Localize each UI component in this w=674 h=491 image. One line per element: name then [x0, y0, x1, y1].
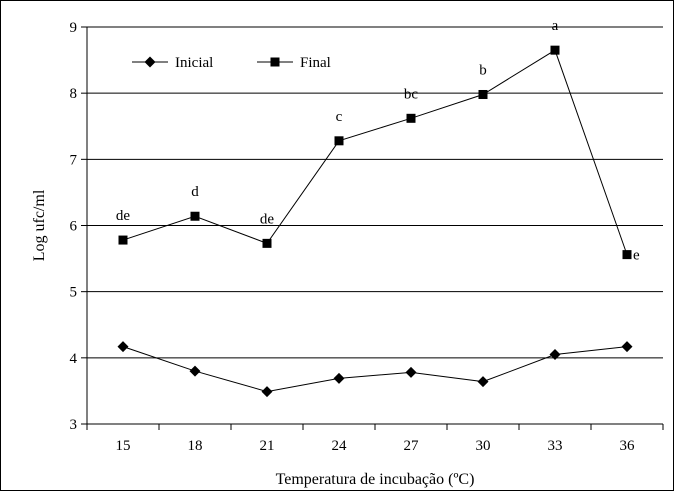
x-axis-title: Temperatura de incubação (ºC) [276, 471, 475, 488]
y-tick-label: 5 [70, 285, 78, 301]
x-tick-label: 24 [332, 438, 348, 454]
point-label: d [191, 184, 199, 200]
y-tick-label: 8 [70, 86, 78, 102]
x-tick-label: 30 [476, 438, 491, 454]
y-axis-title: Log ufc/ml [31, 189, 48, 261]
data-point-square [406, 113, 416, 123]
point-label: a [552, 18, 559, 34]
data-point-square [334, 136, 344, 146]
data-point-diamond [549, 349, 561, 361]
point-label: de [116, 208, 131, 224]
x-axis-ticks: 15 18 21 24 27 30 33 36 [86, 424, 664, 454]
data-point-square [478, 89, 488, 99]
point-label: b [479, 62, 487, 78]
legend: Inicial Final [132, 55, 331, 71]
data-point-diamond [117, 341, 129, 353]
point-label: e [633, 248, 640, 264]
series-lines [122, 49, 628, 393]
series-markers [117, 45, 633, 398]
data-point-square [622, 250, 632, 260]
y-tick-label: 9 [70, 20, 78, 36]
x-tick-label: 33 [548, 438, 563, 454]
x-tick-label: 36 [620, 438, 636, 454]
y-axis-ticks: 3 4 5 6 7 8 9 [70, 20, 87, 433]
x-tick-label: 15 [116, 438, 131, 454]
data-point-square [118, 235, 128, 245]
data-point-diamond [189, 365, 201, 377]
y-tick-label: 7 [70, 152, 78, 168]
point-label: c [336, 109, 343, 125]
x-tick-label: 21 [260, 438, 275, 454]
data-point-diamond [261, 386, 273, 398]
data-point-diamond [333, 372, 345, 384]
point-label: de [260, 211, 275, 227]
data-point-diamond [477, 376, 489, 388]
gridlines [87, 26, 663, 359]
series-line-inicial [122, 346, 628, 393]
y-tick-label: 3 [70, 417, 78, 433]
legend-label-inicial: Inicial [175, 55, 213, 71]
y-tick-label: 6 [70, 219, 78, 235]
y-tick-label: 4 [70, 351, 78, 367]
data-point-square [190, 211, 200, 221]
x-tick-label: 27 [404, 438, 420, 454]
data-point-diamond [405, 366, 417, 378]
series-line-final [122, 49, 628, 255]
data-point-square [550, 45, 560, 55]
x-tick-label: 18 [188, 438, 203, 454]
data-point-diamond [621, 341, 633, 353]
legend-marker-square-icon [270, 57, 280, 67]
point-label: bc [404, 86, 419, 102]
data-point-square [262, 238, 272, 248]
legend-label-final: Final [300, 55, 331, 71]
point-labels: de d de c bc b a e [116, 18, 640, 263]
legend-marker-diamond-icon [144, 56, 156, 68]
